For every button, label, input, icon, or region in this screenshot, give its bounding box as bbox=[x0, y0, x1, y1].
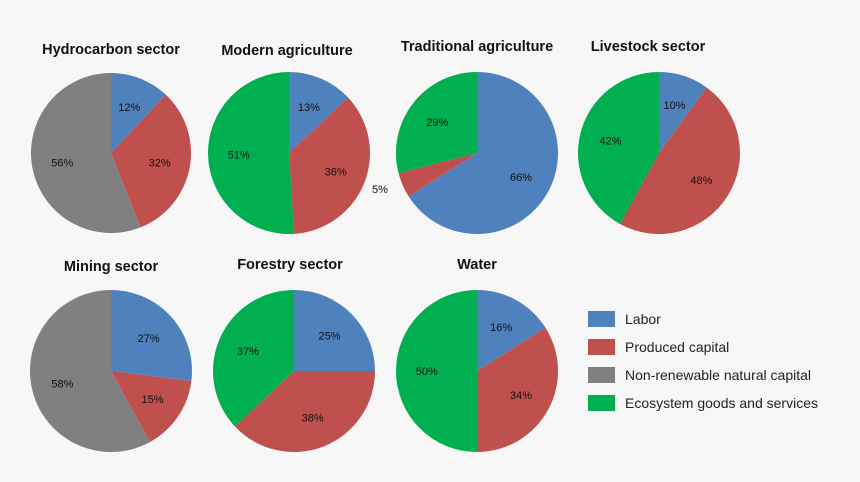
slice-nonrenewable bbox=[30, 72, 141, 233]
slice-labor bbox=[659, 72, 707, 153]
pie-modern-agriculture: Modern agriculture 13% 36% 51% bbox=[208, 43, 371, 234]
slice-label: 51% bbox=[228, 150, 250, 162]
legend-label: Non-renewable natural capital bbox=[625, 367, 811, 383]
slice-label: 12% bbox=[118, 102, 140, 114]
legend-item-produced: Produced capital bbox=[588, 339, 729, 355]
slice-label: 5% bbox=[372, 184, 388, 196]
slice-label: 38% bbox=[301, 413, 323, 425]
pie-livestock-sector: Livestock sector 10% 48% 42% bbox=[578, 39, 740, 234]
pie-water: Water 16% 34% 50% bbox=[396, 257, 558, 452]
slice-label: 29% bbox=[426, 117, 448, 129]
legend: Labor Produced capital Non-renewable natur… bbox=[588, 311, 818, 411]
pie-forestry-sector: Forestry sector 25% 38% 37% bbox=[212, 257, 375, 453]
chart-title: Forestry sector bbox=[237, 257, 343, 273]
slice-labor bbox=[111, 73, 166, 153]
legend-item-labor: Labor bbox=[588, 311, 661, 327]
slice-label: 36% bbox=[325, 167, 347, 179]
legend-item-ecosystem: Ecosystem goods and services bbox=[588, 395, 818, 411]
pie-mining-sector: Mining sector 27% 15% 58% bbox=[29, 259, 192, 452]
chart-title: Mining sector bbox=[64, 259, 159, 275]
slice-labor bbox=[294, 290, 375, 371]
slice-label: 25% bbox=[318, 331, 340, 343]
legend-swatch bbox=[588, 339, 615, 355]
pie-hydrocarbon-sector: Hydrocarbon sector 12% 32% 56% bbox=[30, 42, 191, 233]
slice-label: 15% bbox=[141, 394, 163, 406]
slice-labor bbox=[111, 290, 192, 382]
slice-label: 16% bbox=[490, 322, 512, 334]
slice-label: 66% bbox=[510, 172, 532, 184]
slice-nonrenewable bbox=[29, 290, 151, 452]
slice-produced bbox=[619, 87, 740, 234]
slice-produced bbox=[398, 153, 477, 197]
slice-ecosystem bbox=[212, 290, 294, 427]
legend-swatch bbox=[588, 395, 615, 411]
slice-label: 58% bbox=[51, 379, 73, 391]
chart-title: Water bbox=[457, 257, 497, 273]
pies-group: Hydrocarbon sector 12% 32% 56% Modern agricu… bbox=[29, 39, 740, 453]
slice-label: 50% bbox=[416, 366, 438, 378]
slice-label: 37% bbox=[237, 346, 259, 358]
slice-label: 32% bbox=[149, 157, 171, 169]
slice-label: 48% bbox=[690, 175, 712, 187]
legend-swatch bbox=[588, 311, 615, 327]
slice-ecosystem bbox=[208, 72, 295, 234]
slice-labor bbox=[289, 72, 349, 153]
slice-ecosystem bbox=[578, 72, 659, 224]
pie-traditional-agriculture: Traditional agriculture 66% 5% 29% bbox=[372, 39, 559, 234]
slice-label: 10% bbox=[663, 100, 685, 112]
chart-title: Livestock sector bbox=[591, 39, 706, 55]
slice-label: 42% bbox=[599, 136, 621, 148]
slice-label: 13% bbox=[298, 102, 320, 114]
slice-labor bbox=[408, 72, 559, 234]
legend-item-nonrenewable: Non-renewable natural capital bbox=[588, 367, 811, 383]
slice-label: 27% bbox=[138, 333, 160, 345]
legend-swatch bbox=[588, 367, 615, 383]
slice-ecosystem bbox=[395, 72, 477, 174]
chart-title: Modern agriculture bbox=[221, 43, 352, 59]
slice-produced bbox=[289, 97, 371, 234]
slice-produced bbox=[234, 371, 375, 453]
legend-label: Produced capital bbox=[625, 339, 729, 355]
slice-label: 56% bbox=[51, 157, 73, 169]
slice-label: 34% bbox=[510, 390, 532, 402]
slice-ecosystem bbox=[396, 290, 477, 452]
legend-label: Ecosystem goods and services bbox=[625, 395, 818, 411]
slice-labor bbox=[477, 290, 546, 371]
legend-label: Labor bbox=[625, 311, 661, 327]
slice-produced bbox=[111, 94, 191, 228]
chart-title: Traditional agriculture bbox=[401, 39, 553, 55]
slice-produced bbox=[477, 327, 558, 452]
chart-title: Hydrocarbon sector bbox=[42, 42, 180, 58]
slice-produced bbox=[111, 371, 192, 442]
